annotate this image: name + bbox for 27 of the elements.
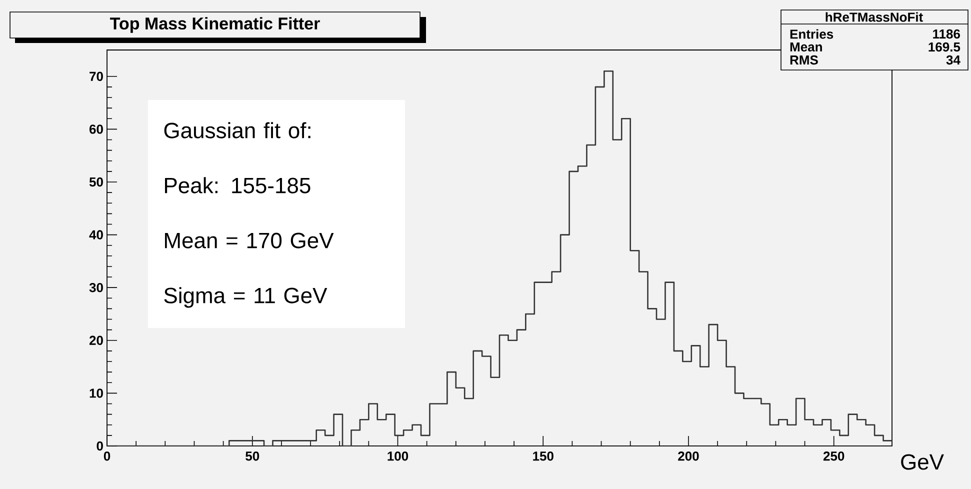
text: 1186 [933,29,960,39]
text: 34 [946,55,960,65]
annotation: Sigma = 11 GeV [164,287,328,308]
x-axis-title: GeV [901,454,944,470]
x-tick-label: 250 [823,452,844,461]
x-tick-label: 150 [533,452,554,461]
y-tick-label: 0 [96,441,103,451]
y-tick-label: 50 [89,177,103,187]
text: Entries [790,29,834,39]
x-tick-label: 50 [246,452,260,461]
y-tick-label: 10 [90,388,103,398]
text: hReTMassNoFit [826,12,923,22]
x-tick-label: 0 [104,452,110,461]
annotation: RMS [790,55,818,65]
annotation: Gaussian fit of: [164,122,310,138]
y-tick-label: 20 [89,336,103,345]
text: 169.5 [928,42,960,52]
y-tick-label: 60 [89,124,103,134]
y-tick-label: 70 [90,72,103,81]
chart-title: Top Mass Kinematic Fitter [110,17,320,33]
y-tick-label: 40 [89,230,103,240]
x-tick-label: 200 [678,452,699,461]
y-tick-label: 30 [89,282,103,292]
x-tick-label: 100 [388,452,408,461]
annotation: Mean = 170 GeV [165,232,334,248]
annotation: Mean [790,42,822,52]
annotation: Peak: 155-185 [165,177,310,194]
